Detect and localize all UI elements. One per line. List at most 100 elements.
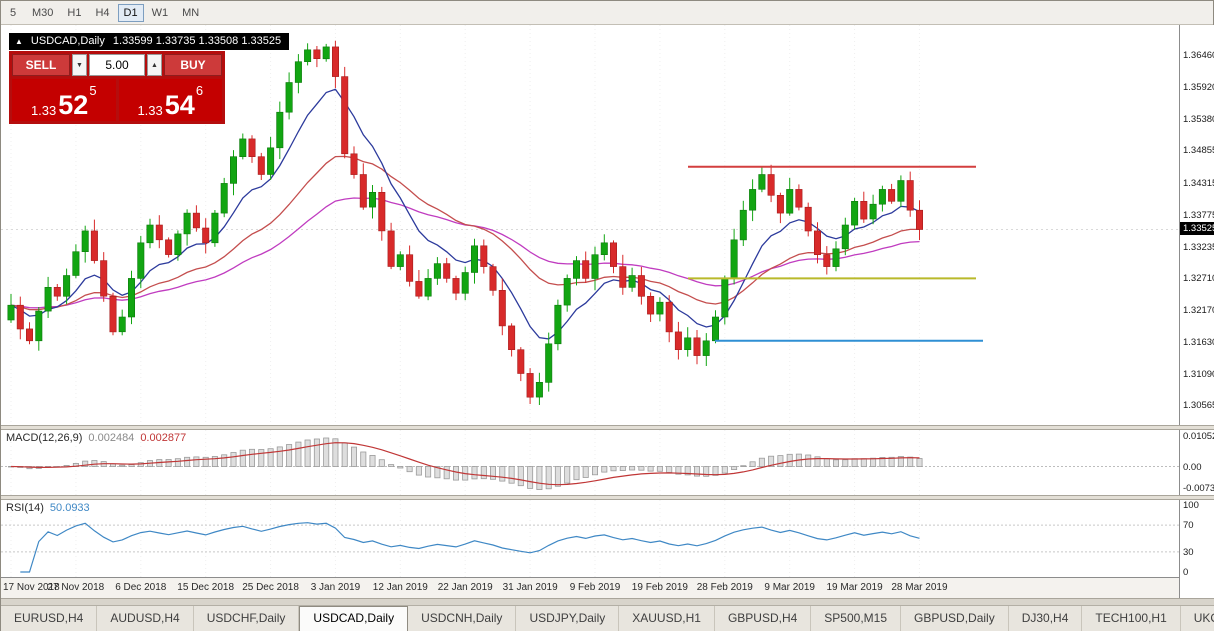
chart-title-ohlc: 1.33599 1.33735 1.33508 1.33525 (112, 35, 282, 47)
date-axis-label: 25 Dec 2018 (242, 582, 299, 593)
date-axis-label: 19 Mar 2019 (826, 582, 883, 593)
trade-prices-row: 1.33 52 5 1.33 54 6 (12, 79, 222, 121)
macd-scale-label: 0.010525 (1183, 431, 1214, 442)
price-scale-label: 1.31090 (1183, 369, 1214, 381)
date-axis-label: 28 Feb 2019 (696, 582, 753, 593)
ask-price-display[interactable]: 1.33 54 6 (118, 79, 222, 121)
ma-9-line (10, 88, 920, 340)
chart-tab-gbpusd-daily[interactable]: GBPUSD,Daily (901, 606, 1009, 631)
date-axis-label: 3 Jan 2019 (310, 582, 361, 593)
date-axis-label: 17 Nov 2018 (3, 582, 60, 593)
chart-tab-usdcad-daily[interactable]: USDCAD,Daily (299, 606, 409, 631)
rsi-label: RSI(14) 50.0933 (6, 502, 90, 514)
chart-tab-usdcnh-daily[interactable]: USDCNH,Daily (408, 606, 517, 631)
date-axis-label: 28 Mar 2019 (891, 582, 948, 593)
date-axis-label: 15 Dec 2018 (177, 582, 235, 593)
price-chart-canvas[interactable] (1, 25, 1179, 425)
rsi-panel[interactable]: RSI(14) 50.0933 (1, 500, 1179, 577)
price-scale-label: 1.35380 (1183, 114, 1214, 126)
sell-button[interactable]: SELL (12, 54, 70, 76)
price-scale-label: 1.34315 (1183, 177, 1214, 189)
date-axis-label: 27 Nov 2018 (47, 582, 105, 593)
chart-tab-xauusd-h1[interactable]: XAUUSD,H1 (619, 606, 715, 631)
price-scale[interactable]: 1.36460 1.35920 1.35380 1.34855 1.34315 1.337… (1179, 25, 1214, 598)
chart-window[interactable]: ▲ USDCAD,Daily 1.33599 1.33735 1.33508 1… (1, 25, 1214, 598)
price-scale-label: 1.32710 (1183, 272, 1214, 284)
one-click-trading-panel: SELL ▼ 5.00 ▲ BUY 1.33 52 5 1.33 54 6 (9, 51, 225, 124)
price-scale-label: 1.33235 (1183, 241, 1214, 253)
price-scale-label: 1.31630 (1183, 336, 1214, 348)
bid-pips: 52 (58, 90, 89, 121)
date-axis-label: 12 Jan 2019 (372, 582, 428, 593)
collapse-triangle-icon[interactable]: ▲ (15, 36, 23, 46)
date-axis-label: 31 Jan 2019 (502, 582, 558, 593)
macd-label: MACD(12,26,9) 0.002484 0.002877 (6, 432, 186, 444)
date-axis-label: 6 Dec 2018 (115, 582, 167, 593)
grid-vlines (10, 500, 920, 577)
buy-button[interactable]: BUY (164, 54, 222, 76)
volume-increase-button[interactable]: ▲ (147, 54, 162, 76)
chart-tab-bar: EURUSD,H4 AUDUSD,H4 USDCHF,Daily USDCAD,Dai… (1, 605, 1214, 631)
current-price-tag: 1.33525 (1180, 222, 1214, 236)
price-scale-label: 1.36460 (1183, 50, 1214, 62)
volume-input[interactable]: 5.00 (89, 54, 145, 76)
candles (7, 40, 923, 405)
chart-tab-eurusd-h4[interactable]: EURUSD,H4 (1, 606, 98, 631)
chart-tab-dj30-h4[interactable]: DJ30,H4 (1009, 606, 1083, 631)
timeframe-button-mn[interactable]: MN (182, 6, 200, 19)
timeframe-button-m30[interactable]: M30 (32, 6, 54, 19)
chart-tab-audusd-h4[interactable]: AUDUSD,H4 (97, 606, 194, 631)
ma-25-line (10, 155, 920, 311)
ask-big-figure: 1.33 (137, 103, 163, 118)
rsi-value: 50.0933 (49, 502, 90, 514)
timeframe-toolbar: 5 M30 H1 H4 D1 W1 MN (1, 1, 1213, 25)
chart-tab-sp500-m15[interactable]: SP500,M15 (811, 606, 902, 631)
bid-big-figure: 1.33 (30, 103, 57, 118)
macd-panel[interactable]: MACD(12,26,9) 0.002484 0.002877 (1, 430, 1179, 495)
rsi-scale-label: 30 (1183, 546, 1194, 558)
date-axis-label: 9 Feb 2019 (569, 582, 621, 593)
timeframe-button-w1[interactable]: W1 (151, 6, 169, 19)
macd-signal-line (10, 442, 920, 486)
chart-tab-gbpusd-h4[interactable]: GBPUSD,H4 (715, 606, 812, 631)
ask-pips: 54 (164, 90, 195, 121)
volume-decrease-button[interactable]: ▼ (72, 54, 87, 76)
price-scale-label: 1.30565 (1183, 400, 1214, 412)
date-axis-label: 22 Jan 2019 (437, 582, 493, 593)
timeframe-button-h1[interactable]: H1 (67, 6, 82, 19)
chart-tab-tech100-h1[interactable]: TECH100,H1 (1082, 606, 1181, 631)
macd-histogram (8, 437, 923, 491)
macd-scale-label: -0.0073 (1183, 483, 1214, 495)
price-scale-label: 1.34855 (1183, 145, 1214, 157)
ask-point: 6 (195, 83, 204, 98)
time-axis[interactable]: 17 Nov 2018 27 Nov 2018 6 Dec 2018 15 Dec 2… (1, 577, 1179, 598)
date-axis-label: 9 Mar 2019 (764, 582, 815, 593)
chart-title: ▲ USDCAD,Daily 1.33599 1.33735 1.33508 1… (9, 33, 290, 50)
chart-title-symbol: USDCAD,Daily (30, 35, 105, 47)
rsi-canvas[interactable] (1, 500, 1179, 577)
trade-controls-row: SELL ▼ 5.00 ▲ BUY (12, 54, 222, 76)
chart-tab-ukoil-h1[interactable]: UKOil,H1 (1181, 606, 1214, 631)
window-strip (1, 598, 1214, 605)
bid-point: 5 (89, 83, 97, 98)
date-axis-label: 19 Feb 2019 (631, 582, 688, 593)
bid-price-display[interactable]: 1.33 52 5 (12, 79, 116, 121)
macd-name: MACD(12,26,9) (6, 432, 83, 444)
macd-canvas[interactable] (1, 430, 1179, 495)
rsi-scale-label: 0 (1183, 567, 1189, 578)
rsi-name: RSI(14) (6, 502, 44, 514)
price-panel[interactable]: ▲ USDCAD,Daily 1.33599 1.33735 1.33508 1… (1, 25, 1179, 425)
timeframe-button-5[interactable]: 5 (9, 6, 17, 19)
rsi-line (20, 522, 920, 573)
chart-tab-usdchf-daily[interactable]: USDCHF,Daily (194, 606, 300, 631)
panel-splitter[interactable] (1, 495, 1214, 500)
macd-scale-label: 0.00 (1183, 461, 1202, 473)
price-scale-label: 1.33775 (1183, 209, 1214, 221)
timeframe-button-d1[interactable]: D1 (117, 3, 144, 22)
rsi-scale-label: 100 (1183, 500, 1199, 511)
rsi-scale-label: 70 (1183, 520, 1194, 532)
chart-tab-usdjpy-daily[interactable]: USDJPY,Daily (516, 606, 620, 631)
panel-splitter[interactable] (1, 425, 1214, 430)
timeframe-button-h4[interactable]: H4 (95, 6, 110, 19)
